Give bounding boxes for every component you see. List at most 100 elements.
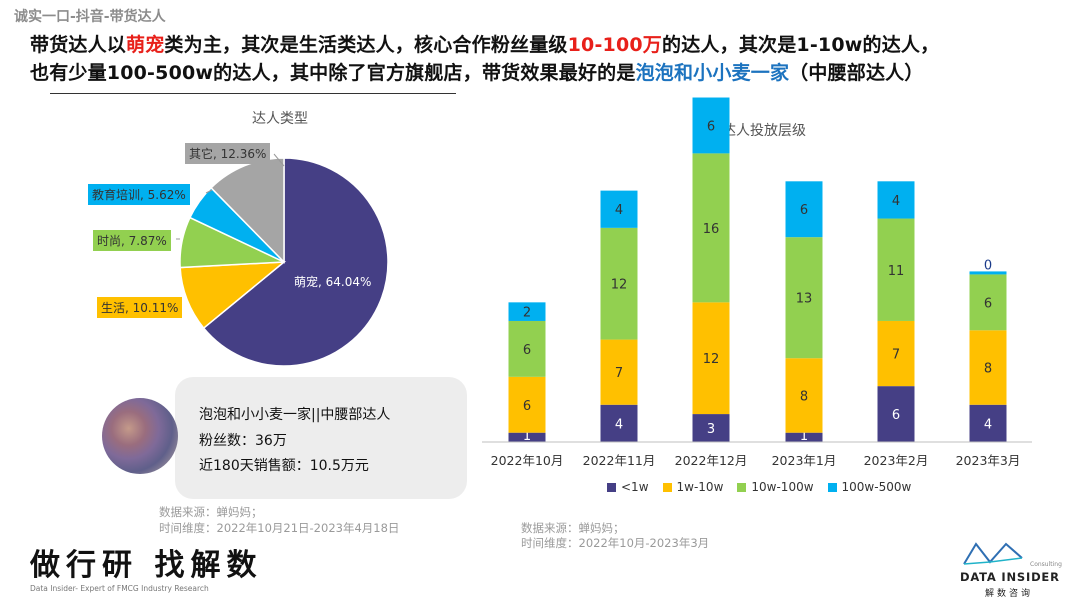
source-left-line-1: 数据来源：蝉妈妈； — [159, 505, 263, 519]
headline-text: 也有少量100-500w的达人，其中除了官方旗舰店，带货效果最好的是 — [30, 62, 636, 84]
creator-avatar — [102, 398, 178, 474]
bar-data-label: 4 — [615, 417, 623, 432]
logo-text: DATA INSIDER — [960, 570, 1060, 584]
logo-text-cn: 解数咨询 — [985, 589, 1034, 599]
legend-item: <1w — [607, 480, 649, 494]
legend-swatch — [607, 482, 616, 492]
pie-label-life: 生活, 10.11% — [97, 297, 183, 318]
bar-segment — [877, 218, 915, 321]
bar-legend: <1w 1w-10w 10w-100w 100w-500w — [607, 480, 911, 494]
bar-segment — [508, 432, 546, 442]
bar-segment — [692, 414, 730, 442]
bar-segment — [785, 237, 823, 359]
bar-segment — [969, 274, 1007, 331]
breadcrumb: 诚实一口-抖音-带货达人 — [14, 9, 166, 25]
headline-highlight-creator: 泡泡和小小麦一家 — [635, 62, 790, 84]
bar-segment — [877, 320, 915, 387]
bar-segment — [508, 320, 546, 377]
bar-data-label: 8 — [984, 362, 992, 377]
headline-text: 带货达人以 — [30, 34, 127, 56]
bar-data-label: 6 — [523, 399, 531, 414]
bar-data-label: 4 — [615, 203, 623, 218]
legend-label: 1w-10w — [676, 480, 724, 494]
legend-label: 100w-500w — [841, 480, 912, 494]
bar-segment — [692, 97, 730, 154]
bar-data-label: 16 — [703, 222, 720, 237]
pie-slice-5 — [210, 157, 285, 264]
legend-label: 10w-100w — [751, 480, 814, 494]
headline-text: （中腰部达人） — [789, 62, 924, 84]
bar-data-label: 3 — [707, 422, 715, 437]
bar-data-label: 4 — [984, 417, 992, 432]
creator-card — [175, 377, 467, 499]
headline-text: 的达人，其次是1-10w的达人， — [662, 34, 940, 56]
bar-data-label: 2 — [523, 306, 531, 321]
pie-label-edu: 教育培训, 5.62% — [88, 184, 190, 205]
creator-name: 泡泡和小小麦一家||中腰部达人 — [199, 407, 391, 423]
pie-slice-1 — [202, 157, 389, 367]
headline-highlight-pet: 萌宠 — [126, 34, 165, 56]
pie-label-pet: 萌宠, 64.04% — [294, 275, 372, 289]
source-left-line-2: 时间维度：2022年10月21日-2023年4月18日 — [159, 521, 400, 535]
bar-data-label: 6 — [800, 203, 808, 218]
bar-data-label: 4 — [892, 194, 900, 209]
x-tick-label: 2022年12月 — [675, 453, 748, 468]
x-tick-label: 2022年11月 — [583, 453, 656, 468]
bar-segment — [600, 339, 638, 405]
bar-segment — [600, 190, 638, 228]
headline-line-2: 也有少量100-500w的达人，其中除了官方旗舰店，带货效果最好的是泡泡和小小麦… — [30, 58, 924, 85]
bar-segment — [785, 358, 823, 433]
bar-segment — [508, 376, 546, 433]
legend-item: 1w-10w — [662, 480, 724, 494]
bar-segment — [969, 271, 1007, 275]
legend-item: 10w-100w — [737, 480, 814, 494]
legend-label: <1w — [621, 480, 649, 494]
pie-label-fashion: 时尚, 7.87% — [93, 230, 171, 251]
source-right-line-1: 数据来源：蝉妈妈； — [521, 521, 625, 535]
bar-data-label: 6 — [707, 119, 715, 134]
bar-segment — [692, 302, 730, 415]
bar-data-label: 6 — [984, 296, 992, 311]
leader-line — [273, 153, 285, 167]
bar-segment — [692, 153, 730, 303]
bar-data-label: 6 — [523, 343, 531, 358]
bar-segment — [969, 404, 1007, 442]
legend-swatch — [662, 482, 672, 492]
bar-data-label: 13 — [796, 292, 813, 307]
brand-subtitle: Data Insider- Expert of FMCG Industry Re… — [30, 584, 209, 593]
x-tick-label: 2022年10月 — [491, 453, 564, 468]
divider — [50, 93, 456, 94]
bar-data-label: 1 — [523, 429, 531, 444]
bar-data-label: 11 — [888, 264, 905, 279]
bar-data-label: 6 — [892, 408, 900, 423]
x-tick-label: 2023年1月 — [772, 453, 837, 468]
legend-item: 100w-500w — [827, 480, 912, 494]
bar-segment — [785, 432, 823, 442]
headline-text: 类为主，其次是生活类达人，核心合作粉丝量级 — [164, 34, 568, 56]
bar-data-label: 0 — [984, 258, 992, 273]
bar-segment — [508, 302, 546, 321]
bar-chart-title: 达人投放层级 — [722, 123, 806, 139]
bar-data-label: 7 — [892, 348, 900, 363]
bar-segment — [785, 181, 823, 238]
x-tick-label: 2023年3月 — [956, 453, 1021, 468]
bar-data-label: 12 — [611, 278, 628, 293]
creator-sales: 近180天销售额：10.5万元 — [199, 458, 369, 474]
bar-data-label: 7 — [615, 366, 623, 381]
bar-segment — [877, 181, 915, 219]
pie-label-other: 其它, 12.36% — [185, 143, 271, 164]
headline-line-1: 带货达人以萌宠类为主，其次是生活类达人，核心合作粉丝量级10-100万的达人，其… — [30, 30, 939, 57]
bar-segment — [969, 330, 1007, 405]
legend-swatch — [827, 482, 837, 492]
bar-data-label: 1 — [800, 429, 808, 444]
bar-data-label: 8 — [800, 389, 808, 404]
bar-segment — [877, 386, 915, 442]
pie-chart-title: 达人类型 — [252, 111, 308, 127]
bar-segment — [600, 404, 638, 442]
logo-consulting: Consulting — [1030, 561, 1062, 568]
x-tick-label: 2023年2月 — [864, 453, 929, 468]
headline-highlight-fans: 10-100万 — [567, 34, 663, 56]
bar-segment — [600, 227, 638, 340]
